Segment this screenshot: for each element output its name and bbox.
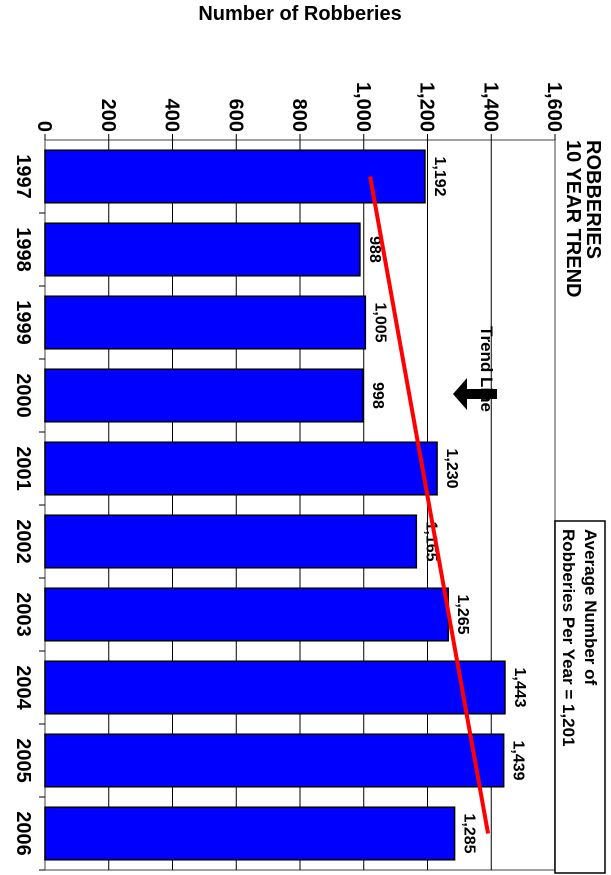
bar [44, 660, 506, 715]
data-label: 1,192 [431, 156, 448, 196]
data-label: 1,005 [371, 302, 388, 342]
average-annotation-box: Average Number of Robberies Per Year = 1… [554, 520, 606, 874]
x-tick-label: 1998 [12, 227, 34, 272]
average-annotation-line1: Average Number of [581, 529, 600, 686]
chart-subtitle: 10 YEAR TREND [562, 140, 584, 297]
bar [44, 587, 449, 642]
y-tick-label: 600 [224, 99, 246, 132]
bar [44, 295, 367, 350]
bar [44, 733, 505, 788]
trend-line-label: Trend Line [477, 326, 496, 412]
x-tick-label: 1999 [12, 300, 34, 345]
bar [44, 368, 364, 423]
y-tick-label: 200 [97, 99, 119, 132]
trend-arrow-icon [453, 378, 497, 410]
bar [44, 441, 438, 496]
y-tick-label: 1,200 [416, 82, 438, 132]
x-tick-label: 2000 [12, 373, 34, 418]
bar [44, 149, 426, 204]
trend-line [368, 176, 491, 834]
data-label: 1,443 [511, 667, 528, 707]
y-tick-label: 800 [288, 99, 310, 132]
y-tick-label: 400 [161, 99, 183, 132]
chart-title: ROBBERIES [582, 140, 604, 259]
average-box-frame [554, 520, 606, 874]
x-tick-label: 2002 [12, 519, 34, 564]
x-tick-label: 2006 [12, 811, 34, 856]
bar [44, 222, 361, 277]
bar [44, 806, 456, 861]
average-annotation-line2: Robberies Per Year = 1,201 [559, 529, 578, 747]
y-tick-label: 1,000 [352, 82, 374, 132]
x-tick-label: 1997 [12, 154, 34, 199]
x-tick-label: 2005 [12, 738, 34, 783]
data-label: 1,439 [510, 740, 527, 780]
trend-line-callout: Trend Line [453, 326, 497, 412]
data-label: 1,230 [443, 448, 460, 488]
data-label: 988 [366, 236, 383, 263]
y-axis-title: Number of Robberies [198, 3, 401, 25]
x-tick-label: 2001 [12, 446, 34, 491]
data-label: 1,265 [454, 594, 471, 634]
x-tick-label: 2003 [12, 592, 34, 637]
data-label: 1,285 [461, 813, 478, 853]
y-tick-label: 0 [33, 121, 55, 132]
y-tick-label: 1,600 [543, 82, 565, 132]
x-tick-label: 2004 [12, 665, 34, 710]
bar [44, 514, 418, 569]
y-tick-label: 1,400 [479, 82, 501, 132]
data-label: 998 [369, 382, 386, 409]
